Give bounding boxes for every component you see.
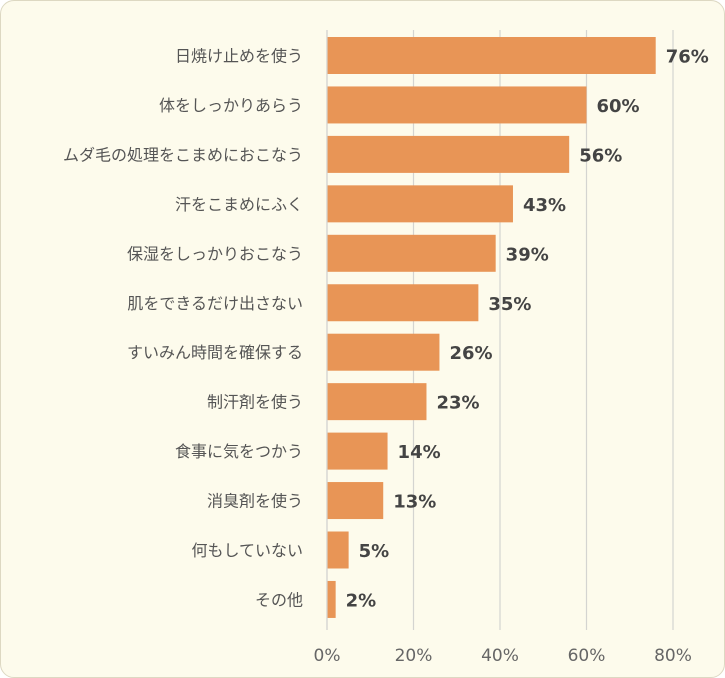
value-label: 35%	[488, 294, 531, 315]
bar	[327, 432, 388, 470]
bar	[327, 333, 440, 371]
value-label: 13%	[393, 492, 436, 513]
value-label: 14%	[398, 442, 441, 463]
bar	[327, 482, 384, 520]
x-axis-ticks: 0% 20% 40% 60% 80%	[314, 30, 692, 666]
category-label: 保湿をしっかりおこなう	[127, 244, 303, 263]
category-label: その他	[255, 590, 303, 609]
bar	[327, 185, 513, 223]
bar	[327, 580, 336, 618]
category-label: 日焼け止めを使う	[175, 47, 303, 66]
category-labels: 日焼け止めを使う体をしっかりあらうムダ毛の処理をこまめにおこなう汗をこまめにふく…	[63, 47, 303, 610]
x-tick-label: 80%	[654, 646, 692, 666]
x-tick-label: 40%	[481, 646, 519, 666]
category-label: 肌をできるだけ出さない	[127, 294, 303, 313]
category-label: 食事に気をつかう	[175, 442, 303, 461]
value-label: 60%	[597, 96, 640, 117]
x-tick-label: 60%	[568, 646, 606, 666]
value-label: 39%	[506, 244, 549, 265]
value-label: 76%	[666, 47, 709, 68]
bar	[327, 37, 656, 74]
bar	[327, 135, 570, 173]
x-tick-label: 20%	[395, 646, 433, 666]
bar	[327, 284, 479, 322]
category-label: 何もしていない	[191, 541, 303, 560]
category-label: 消臭剤を使う	[207, 492, 303, 511]
bar	[327, 383, 427, 421]
bars	[327, 37, 656, 618]
value-labels: 76% 60% 56% 43% 39% 35% 26% 23% 14% 13% 5% 2%	[346, 47, 709, 612]
value-label: 2%	[346, 590, 377, 611]
bar	[327, 86, 587, 124]
category-label: ムダ毛の処理をこまめにおこなう	[63, 145, 303, 164]
category-label: 制汗剤を使う	[207, 393, 303, 412]
value-label: 5%	[359, 541, 390, 562]
bar	[327, 531, 349, 569]
bar	[327, 234, 496, 272]
value-label: 23%	[436, 393, 479, 414]
x-tick-label: 0%	[314, 646, 341, 666]
value-label: 56%	[579, 145, 622, 166]
value-label: 26%	[449, 343, 492, 364]
value-label: 43%	[523, 195, 566, 216]
category-label: すいみん時間を確保する	[127, 343, 303, 362]
category-label: 体をしっかりあらう	[159, 96, 303, 115]
category-label: 汗をこまめにふく	[175, 195, 303, 214]
